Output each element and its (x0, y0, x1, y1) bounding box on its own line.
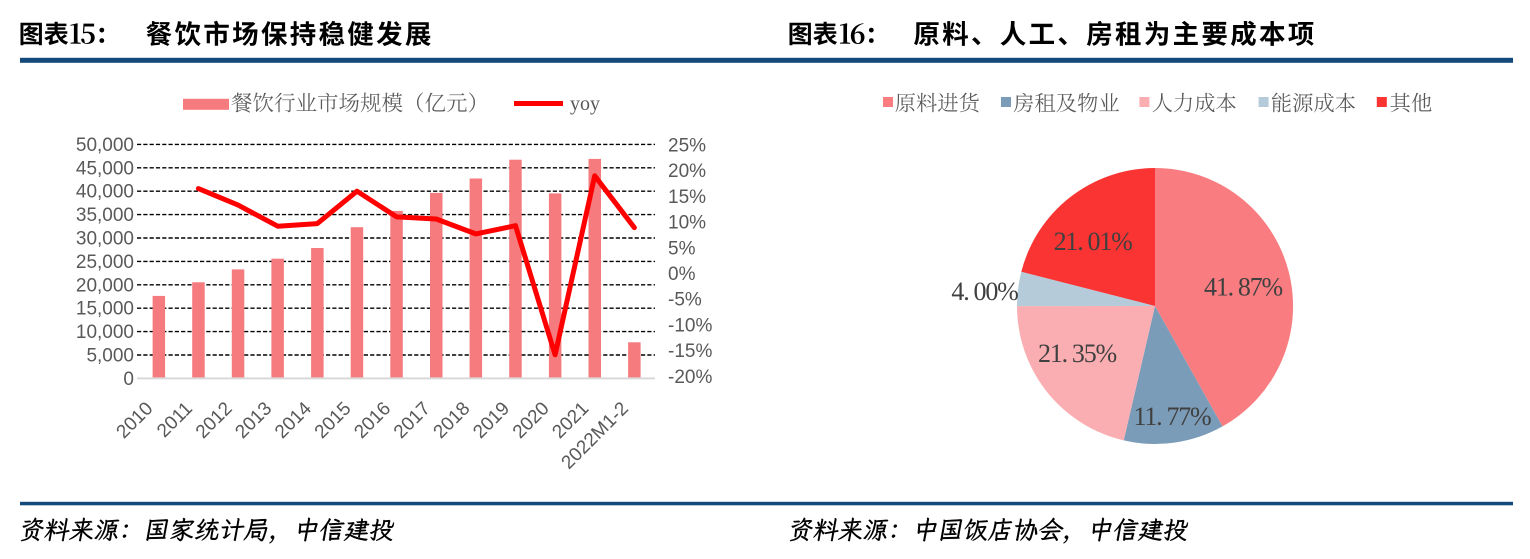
svg-text:10,000: 10,000 (76, 322, 134, 343)
svg-text:0: 0 (123, 369, 134, 390)
svg-text:20%: 20% (668, 161, 706, 182)
svg-text:21.01%: 21. 01% (1054, 227, 1133, 256)
svg-text:30,000: 30,000 (76, 229, 134, 250)
svg-text:5%: 5% (668, 238, 696, 259)
svg-text:0%: 0% (668, 264, 696, 285)
svg-text:50,000: 50,000 (76, 135, 134, 156)
svg-text:25,000: 25,000 (76, 252, 134, 273)
svg-text:15,000: 15,000 (76, 299, 134, 320)
svg-text:20,000: 20,000 (76, 275, 134, 296)
svg-text:4.00%: 4. 00% (951, 277, 1018, 306)
svg-text:-10%: -10% (668, 316, 712, 337)
svg-text:15%: 15% (668, 187, 706, 208)
svg-text:11.77%: 11. 77% (1134, 402, 1212, 431)
svg-text:10%: 10% (668, 213, 706, 234)
svg-text:21.35%: 21. 35% (1038, 339, 1117, 368)
svg-text:40,000: 40,000 (76, 182, 134, 203)
svg-text:-5%: -5% (668, 290, 702, 311)
svg-text:yoy: yoy (570, 93, 600, 115)
svg-text:-20%: -20% (668, 367, 712, 388)
svg-text:-15%: -15% (668, 341, 712, 362)
svg-text:45,000: 45,000 (76, 158, 134, 179)
svg-text:25%: 25% (668, 135, 706, 156)
svg-text:35,000: 35,000 (76, 205, 134, 226)
svg-text:5,000: 5,000 (86, 346, 134, 367)
svg-text:41.87%: 41. 87% (1204, 273, 1283, 302)
